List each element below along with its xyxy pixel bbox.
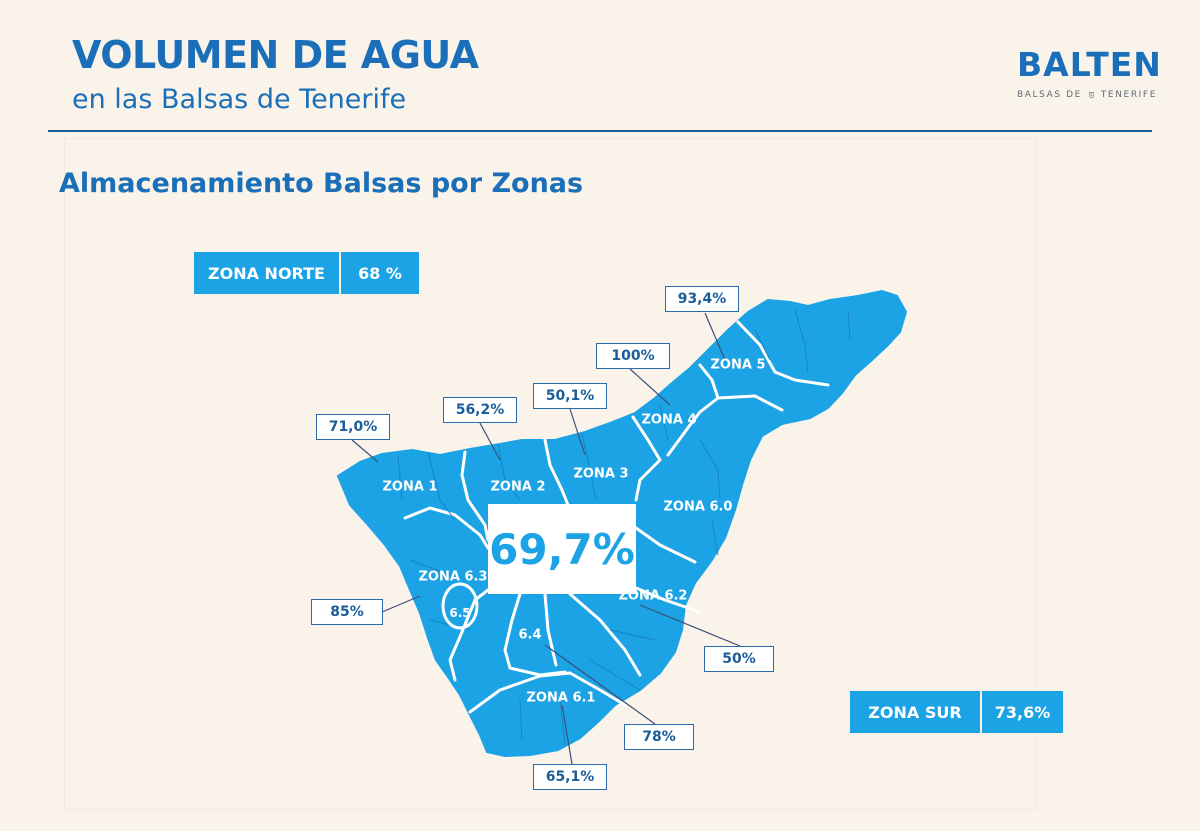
balten-logo: BALTEN BALSAS DE TENERIFE [1017, 45, 1162, 103]
page-title: VOLUMEN DE AGUA [72, 33, 479, 77]
zone-3-callout: 50,1% [533, 383, 607, 409]
section-title: Almacenamiento Balsas por Zonas [59, 168, 584, 199]
zone-6-4-label: 6.4 [518, 627, 542, 643]
leader-lines [351, 312, 741, 765]
zone-4-callout: 100% [596, 343, 670, 369]
catchment-lines [397, 309, 851, 746]
zona-norte-label: ZONA NORTE [194, 252, 341, 294]
zona-norte-summary: ZONA NORTE 68 % [194, 252, 419, 294]
zone-6-1-callout: 65,1% [533, 764, 607, 790]
zona-sur-summary: ZONA SUR 73,6% [850, 691, 1063, 733]
zone-3-label: ZONA 3 [573, 466, 629, 482]
header-divider [48, 130, 1152, 132]
logo-tag-right: TENERIFE [1100, 90, 1157, 100]
zone-6-3-callout: 85% [311, 599, 383, 625]
zona-sur-label: ZONA SUR [850, 691, 982, 733]
zone-6-2-callout: 50% [704, 646, 774, 672]
crest-icon [1088, 92, 1094, 99]
logo-tag-left: BALSAS DE [1017, 90, 1082, 100]
zone-5-callout: 93,4% [665, 286, 739, 312]
zone-1-callout: 71,0% [316, 414, 390, 440]
zona-norte-value: 68 % [358, 263, 402, 283]
zone-borders [403, 320, 830, 714]
content-panel [64, 138, 1036, 810]
zone-2-callout: 56,2% [443, 397, 517, 423]
zone-4-label: ZONA 4 [641, 412, 697, 428]
logo-tagline: BALSAS DE TENERIFE [1017, 87, 1157, 103]
zone-6-5-label: 6.5 [449, 606, 471, 620]
zone-6-5-outline [441, 582, 479, 630]
zone-1-label: ZONA 1 [382, 479, 438, 495]
zona-sur-value: 73,6% [994, 702, 1051, 722]
zone-6-1-label: ZONA 6.1 [526, 690, 596, 706]
page-subtitle: en las Balsas de Tenerife [72, 84, 407, 115]
total-storage-value: 69,7% [488, 504, 636, 594]
zone-2-label: ZONA 2 [490, 479, 546, 495]
zone-6-4-callout: 78% [624, 724, 694, 750]
zone-5-label: ZONA 5 [710, 357, 766, 373]
logo-name: BALTEN [1017, 45, 1162, 84]
zone-6-0-label: ZONA 6.0 [663, 499, 733, 515]
zone-6-3-label: ZONA 6.3 [418, 569, 488, 585]
